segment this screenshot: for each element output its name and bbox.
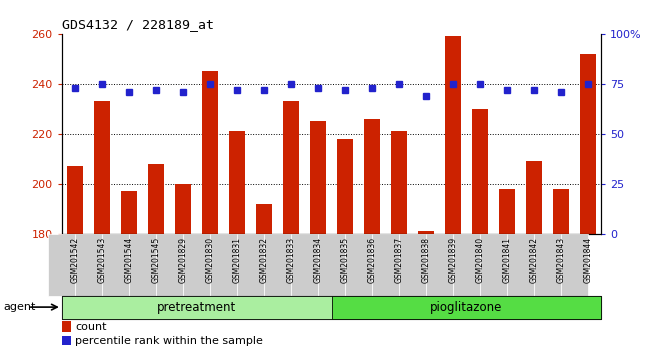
Bar bbox=[364, 119, 380, 234]
Bar bbox=[507, 234, 534, 296]
Bar bbox=[210, 234, 237, 296]
Bar bbox=[229, 131, 245, 234]
Bar bbox=[445, 36, 461, 234]
Text: GSM201841: GSM201841 bbox=[502, 237, 512, 283]
Bar bbox=[121, 191, 137, 234]
Bar bbox=[332, 296, 601, 319]
Bar bbox=[480, 234, 507, 296]
Bar bbox=[129, 234, 156, 296]
Bar bbox=[175, 184, 191, 234]
Bar bbox=[183, 234, 210, 296]
Bar bbox=[399, 234, 426, 296]
Bar bbox=[561, 234, 588, 296]
Bar bbox=[337, 139, 353, 234]
Text: GSM201833: GSM201833 bbox=[287, 237, 296, 283]
Bar bbox=[94, 101, 111, 234]
Bar bbox=[526, 161, 542, 234]
Bar bbox=[534, 234, 561, 296]
Text: GSM201840: GSM201840 bbox=[475, 237, 484, 283]
Text: GSM201830: GSM201830 bbox=[205, 237, 214, 283]
Bar bbox=[552, 189, 569, 234]
Text: GSM201842: GSM201842 bbox=[529, 237, 538, 283]
Text: GSM201835: GSM201835 bbox=[341, 237, 350, 283]
Bar bbox=[202, 71, 218, 234]
Bar bbox=[156, 234, 183, 296]
Bar bbox=[391, 131, 407, 234]
Bar bbox=[426, 234, 453, 296]
Text: GSM201837: GSM201837 bbox=[395, 237, 404, 283]
Text: GSM201829: GSM201829 bbox=[179, 237, 188, 283]
Text: GDS4132 / 228189_at: GDS4132 / 228189_at bbox=[62, 18, 214, 31]
Text: pretreatment: pretreatment bbox=[157, 301, 236, 314]
Text: GSM201836: GSM201836 bbox=[367, 237, 376, 283]
Text: GSM201838: GSM201838 bbox=[421, 237, 430, 283]
Bar bbox=[345, 234, 372, 296]
Bar bbox=[102, 234, 129, 296]
Text: GSM201834: GSM201834 bbox=[313, 237, 322, 283]
Bar bbox=[418, 231, 434, 234]
Text: pioglitazone: pioglitazone bbox=[430, 301, 502, 314]
Bar bbox=[148, 164, 164, 234]
Bar bbox=[256, 204, 272, 234]
Bar bbox=[453, 234, 480, 296]
Text: GSM201839: GSM201839 bbox=[448, 237, 458, 283]
Bar bbox=[318, 234, 345, 296]
Bar bbox=[67, 166, 83, 234]
Text: GSM201543: GSM201543 bbox=[98, 237, 107, 283]
Text: agent: agent bbox=[3, 302, 36, 312]
Bar bbox=[237, 234, 264, 296]
Text: GSM201844: GSM201844 bbox=[583, 237, 592, 283]
Bar bbox=[283, 101, 299, 234]
Text: GSM201545: GSM201545 bbox=[151, 237, 161, 283]
Bar bbox=[48, 234, 75, 296]
Bar bbox=[291, 234, 318, 296]
Bar bbox=[310, 121, 326, 234]
Bar bbox=[62, 336, 72, 345]
Text: GSM201832: GSM201832 bbox=[259, 237, 268, 283]
Bar bbox=[580, 53, 596, 234]
Bar bbox=[62, 296, 332, 319]
Bar bbox=[472, 109, 488, 234]
Bar bbox=[264, 234, 291, 296]
Text: GSM201831: GSM201831 bbox=[233, 237, 242, 283]
Text: count: count bbox=[75, 321, 107, 332]
Bar bbox=[75, 234, 102, 296]
Bar bbox=[372, 234, 399, 296]
Bar bbox=[62, 321, 72, 332]
Text: percentile rank within the sample: percentile rank within the sample bbox=[75, 336, 263, 346]
Text: GSM201843: GSM201843 bbox=[556, 237, 566, 283]
Text: GSM201542: GSM201542 bbox=[71, 237, 80, 283]
Bar bbox=[499, 189, 515, 234]
Text: GSM201544: GSM201544 bbox=[125, 237, 134, 283]
